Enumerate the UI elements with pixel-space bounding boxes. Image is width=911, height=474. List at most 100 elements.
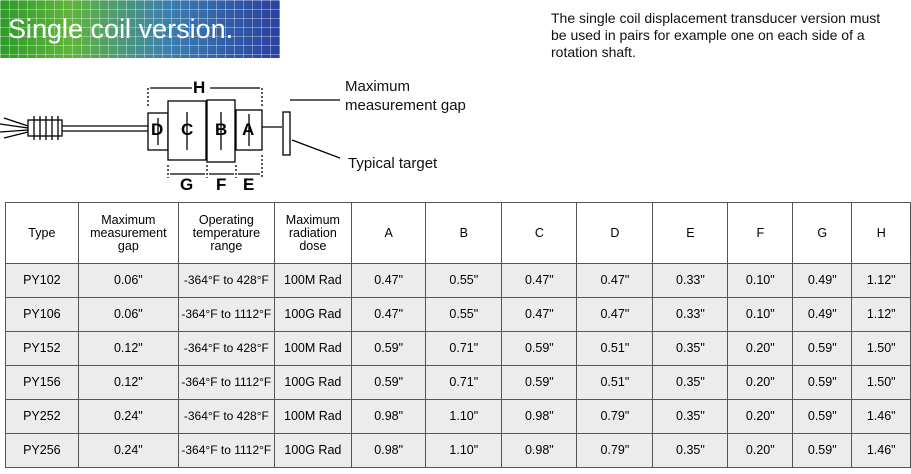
cell: 100G Rad	[273, 297, 353, 332]
cell: 0.20"	[727, 365, 794, 400]
cell: PY106	[5, 297, 79, 332]
cell: 0.98"	[501, 399, 578, 434]
cell: 100G Rad	[273, 365, 353, 400]
label-h: H	[193, 78, 206, 97]
cell: 0.98"	[351, 433, 427, 468]
cell: 0.12"	[77, 331, 180, 366]
diagram	[0, 87, 340, 178]
cell: 0.98"	[351, 399, 427, 434]
cell: 0.47"	[576, 263, 654, 298]
cell: 0.59"	[792, 331, 853, 366]
cell: 0.51"	[576, 365, 654, 400]
cell: 0.59"	[501, 331, 578, 366]
description: The single coil displacement transducer …	[551, 10, 881, 60]
header-cell: E	[652, 202, 729, 264]
label-d: D	[151, 120, 164, 139]
cell: PY102	[5, 263, 79, 298]
cell: 1.10"	[425, 399, 503, 434]
cell: -364°F to 428°F	[178, 263, 275, 298]
cell: 0.47"	[351, 297, 427, 332]
header-row: Type Maximum measurement gap Operating tem…	[5, 202, 911, 264]
header-cell: Operating temperature range	[178, 202, 275, 264]
cell: 100M Rad	[273, 331, 353, 366]
cell: 0.59"	[792, 365, 853, 400]
label-f: F	[216, 175, 227, 194]
cell: 0.47"	[501, 263, 578, 298]
cell: -364°F to 1112°F	[178, 433, 275, 468]
cell: PY252	[5, 399, 79, 434]
row: PY252 0.24" -364°F to 428°F 100M Rad 0.98" 1.…	[5, 399, 911, 434]
target-label: Typical target	[348, 155, 438, 172]
cell: 1.50"	[851, 331, 911, 366]
cell: 0.20"	[727, 399, 794, 434]
cell: 0.49"	[792, 297, 853, 332]
cell: 0.06"	[77, 297, 180, 332]
cell: 0.47"	[351, 263, 427, 298]
cell: 0.20"	[727, 331, 794, 366]
header-cell: Maximum measurement gap	[77, 202, 180, 264]
cell: 0.20"	[727, 433, 794, 468]
cell: 0.35"	[652, 399, 729, 434]
header-cell: Type	[5, 202, 79, 264]
title: Single coil version.	[8, 14, 234, 44]
cell: 0.49"	[792, 263, 853, 298]
row: PY106 0.06" -364°F to 1112°F 100G Rad 0.47" 0…	[5, 297, 911, 332]
cell: 0.71"	[425, 331, 503, 366]
cell: 100G Rad	[273, 433, 353, 468]
row: PY256 0.24" -364°F to 1112°F 100G Rad 0.98" 1…	[5, 433, 911, 468]
header-cell: D	[576, 202, 654, 264]
cell: 1.10"	[425, 433, 503, 468]
spec-table: Type Maximum measurement gap Operating tem…	[5, 202, 911, 468]
header-cell: H	[851, 202, 911, 264]
cell: 0.24"	[77, 399, 180, 434]
cell: 0.35"	[652, 433, 729, 468]
cell: -364°F to 1112°F	[178, 297, 275, 332]
label-a: A	[242, 120, 255, 139]
cell: 1.50"	[851, 365, 911, 400]
cell: 0.10"	[727, 297, 794, 332]
cell: 0.59"	[351, 365, 427, 400]
cell: 0.59"	[792, 399, 853, 434]
cell: 0.10"	[727, 263, 794, 298]
header-cell: F	[727, 202, 794, 264]
cell: -364°F to 428°F	[178, 331, 275, 366]
cell: 1.12"	[851, 263, 911, 298]
cell: 0.71"	[425, 365, 503, 400]
gap-label: Maximum measurement gap	[345, 78, 466, 114]
cell: 0.35"	[652, 365, 729, 400]
header-cell: C	[501, 202, 578, 264]
row: PY152 0.12" -364°F to 428°F 100M Rad 0.59" 0.…	[5, 331, 911, 366]
label-g: G	[180, 175, 194, 194]
cell: 0.59"	[351, 331, 427, 366]
label-e: E	[243, 175, 255, 194]
cell: 0.35"	[652, 331, 729, 366]
header-cell: G	[792, 202, 853, 264]
header-cell: B	[425, 202, 503, 264]
row: PY156 0.12" -364°F to 1112°F 100G Rad 0.59" 0…	[5, 365, 911, 400]
cell: 0.59"	[501, 365, 578, 400]
cell: 0.06"	[77, 263, 180, 298]
cell: PY152	[5, 331, 79, 366]
label-c: C	[181, 120, 194, 139]
cell: -364°F to 1112°F	[178, 365, 275, 400]
cell: 1.46"	[851, 399, 911, 434]
cell: 0.51"	[576, 331, 654, 366]
cell: 1.46"	[851, 433, 911, 468]
label-b: B	[215, 120, 228, 139]
cell: 0.79"	[576, 433, 654, 468]
cell: -364°F to 428°F	[178, 399, 275, 434]
cell: 0.59"	[792, 433, 853, 468]
cell: 0.33"	[652, 297, 729, 332]
header-cell: A	[351, 202, 427, 264]
header-cell: Maximum radiation dose	[273, 202, 353, 264]
cell: 0.55"	[425, 263, 503, 298]
cell: 0.33"	[652, 263, 729, 298]
cell: 1.12"	[851, 297, 911, 332]
cell: 0.24"	[77, 433, 180, 468]
cell: 0.98"	[501, 433, 578, 468]
cell: PY156	[5, 365, 79, 400]
row: PY102 0.06" -364°F to 428°F 100M Rad 0.47" 0.…	[5, 263, 911, 298]
cell: 0.79"	[576, 399, 654, 434]
cell: 0.47"	[576, 297, 654, 332]
